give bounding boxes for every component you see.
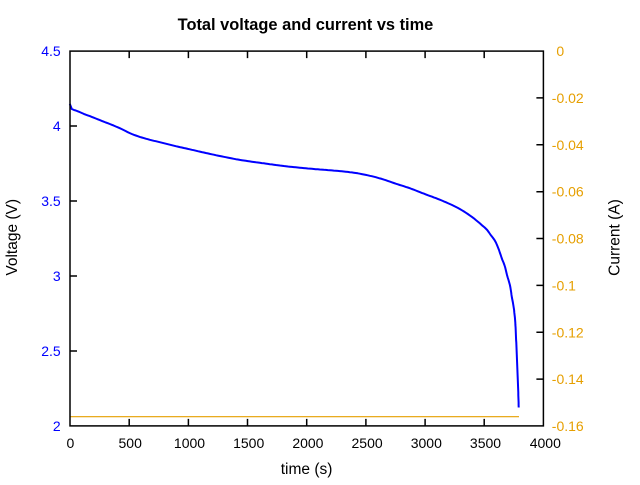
svg-text:0: 0 [556,43,564,59]
svg-text:2: 2 [53,418,61,434]
svg-text:Voltage (V): Voltage (V) [4,199,21,276]
svg-text:-0.12: -0.12 [552,324,584,340]
svg-text:-0.04: -0.04 [552,137,584,153]
svg-text:4.5: 4.5 [41,43,61,59]
svg-text:2500: 2500 [352,435,383,451]
svg-text:3500: 3500 [470,435,501,451]
svg-text:2.5: 2.5 [41,343,61,359]
svg-text:1000: 1000 [174,435,205,451]
svg-text:3: 3 [53,268,61,284]
svg-text:-0.14: -0.14 [552,371,584,387]
svg-text:4000: 4000 [530,435,561,451]
svg-text:-0.08: -0.08 [552,231,584,247]
svg-text:Current (A): Current (A) [607,199,624,276]
svg-text:time (s): time (s) [281,461,333,478]
svg-text:500: 500 [119,435,143,451]
svg-text:3.5: 3.5 [41,193,61,209]
svg-text:4: 4 [53,118,61,134]
svg-text:0: 0 [67,435,75,451]
svg-text:Total voltage and current vs t: Total voltage and current vs time [178,16,434,34]
svg-text:-0.1: -0.1 [552,278,576,294]
svg-text:-0.06: -0.06 [552,184,584,200]
svg-text:-0.16: -0.16 [552,418,584,434]
svg-text:1500: 1500 [233,435,264,451]
svg-text:-0.02: -0.02 [552,90,584,106]
svg-text:3000: 3000 [411,435,442,451]
svg-text:2000: 2000 [292,435,323,451]
